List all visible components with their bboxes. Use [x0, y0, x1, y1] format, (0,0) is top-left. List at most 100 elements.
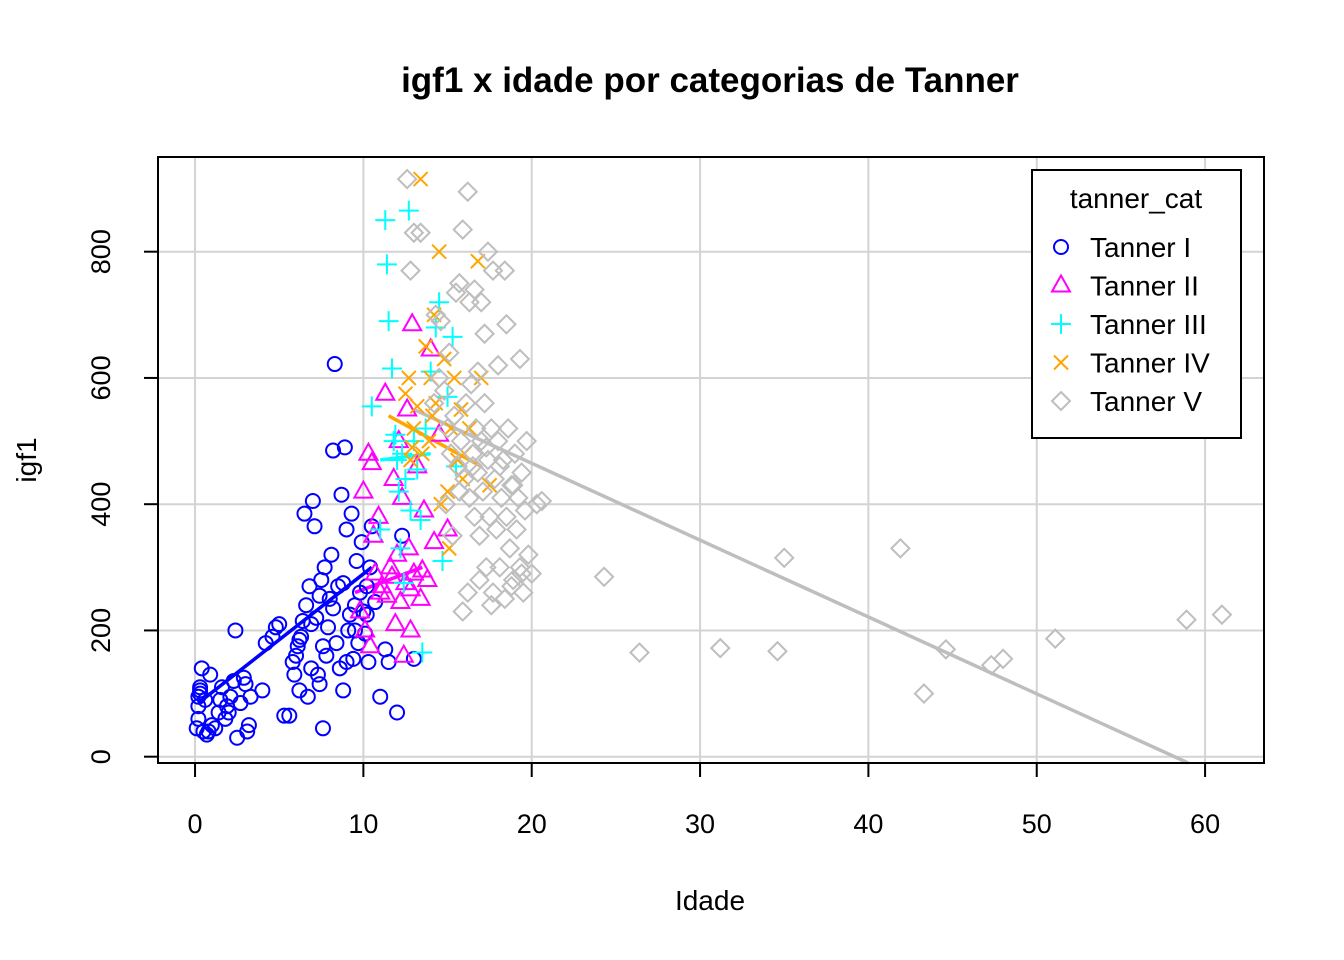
point-tanner-i: [264, 628, 281, 645]
legend-box: [1031, 169, 1242, 439]
point-tanner-iii: [395, 468, 416, 489]
point-tanner-v: [629, 642, 650, 663]
point-tanner-v: [485, 519, 507, 540]
point-tanner-v: [430, 310, 452, 332]
x-tick-label: 50: [1022, 809, 1052, 839]
point-tanner-i: [336, 439, 353, 456]
point-tanner-iii: [442, 326, 463, 347]
point-tanner-v: [489, 556, 511, 578]
point-tanner-ii: [411, 558, 434, 578]
y-tick-label: 200: [86, 608, 116, 653]
point-tanner-iv: [461, 420, 478, 437]
legend-items: Tanner I Tanner II Tanner III Tanner IV Tann…: [1050, 232, 1210, 417]
point-tanner-v: [403, 222, 425, 244]
point-tanner-ii: [362, 523, 385, 543]
point-tanner-v: [480, 594, 502, 616]
point-tanner-i: [360, 654, 377, 670]
point-tanner-iv: [481, 477, 498, 493]
point-tanner-iv: [409, 398, 425, 415]
legend-marker-tanner-ii: [1050, 273, 1072, 293]
legend-title: tanner_cat: [1070, 183, 1203, 214]
point-tanner-v: [442, 525, 464, 547]
point-tanner-ii: [379, 555, 402, 575]
point-tanner-iv: [412, 171, 429, 187]
point-tanner-v: [511, 462, 533, 484]
point-tanner-v: [450, 430, 472, 452]
point-tanner-i: [232, 695, 249, 712]
y-axis-label: igf1: [11, 437, 42, 482]
point-tanner-iv: [397, 386, 414, 402]
point-tanner-v: [516, 430, 538, 452]
fit-lines: [197, 407, 1189, 765]
point-tanner-i: [314, 720, 331, 737]
point-tanner-ii: [364, 561, 386, 581]
x-tick-label: 30: [685, 809, 715, 839]
point-tanner-iii: [385, 424, 406, 445]
point-tanner-v: [509, 348, 531, 370]
point-tanner-i: [394, 527, 411, 544]
point-tanner-v: [496, 313, 517, 335]
point-tanner-v: [491, 487, 512, 509]
point-tanner-v: [501, 575, 522, 597]
point-tanner-v: [889, 537, 911, 559]
point-tanner-i: [296, 505, 313, 522]
point-tanner-ii: [393, 643, 415, 663]
point-tanner-i: [304, 493, 321, 510]
data-points: [188, 168, 1233, 746]
point-tanner-v: [435, 493, 457, 515]
legend-marker-tanner-v: [1050, 390, 1072, 412]
legend-label-tanner-iv: Tanner IV: [1090, 348, 1210, 379]
legend-label-tanner-ii: Tanner II: [1090, 271, 1199, 302]
point-tanner-ii: [413, 498, 435, 518]
point-tanner-iv: [401, 370, 417, 386]
point-tanner-ii: [396, 397, 418, 417]
point-tanner-ii: [401, 312, 423, 332]
y-tick-label: 800: [86, 229, 116, 274]
point-tanner-iii: [400, 500, 421, 521]
point-tanner-i: [227, 622, 244, 639]
point-tanner-iii: [412, 642, 433, 663]
x-tick-label: 0: [188, 809, 203, 839]
point-tanner-v: [509, 556, 531, 578]
point-tanner-iii: [392, 443, 413, 464]
point-tanner-i: [338, 654, 355, 670]
point-tanner-v: [521, 563, 543, 585]
point-tanner-iii: [407, 459, 428, 480]
point-tanner-v: [773, 547, 795, 569]
point-tanner-i: [267, 619, 284, 636]
point-tanner-i: [220, 704, 237, 721]
point-tanner-i: [225, 672, 242, 689]
point-tanner-ii: [391, 485, 413, 505]
y-axis: 0 200 400 600 800: [86, 229, 159, 764]
point-tanner-i: [239, 723, 256, 740]
point-tanner-ii: [416, 567, 439, 587]
x-axis-label: Idade: [675, 885, 745, 916]
series-tanner-v: [396, 168, 1233, 704]
point-tanner-iii: [390, 538, 411, 559]
point-tanner-v: [475, 556, 497, 578]
point-tanner-v: [459, 487, 480, 509]
point-tanner-i: [311, 587, 328, 604]
point-tanner-ii: [371, 574, 393, 594]
point-tanner-ii: [409, 586, 432, 606]
point-tanner-v: [448, 272, 470, 294]
point-tanner-iv: [421, 433, 437, 449]
point-tanner-v: [423, 392, 445, 414]
point-tanner-v: [452, 219, 474, 241]
point-tanner-v: [457, 181, 479, 203]
point-tanner-i: [335, 575, 352, 592]
point-tanner-iii: [393, 573, 414, 594]
point-tanner-ii: [403, 561, 425, 581]
point-tanner-v: [913, 683, 935, 704]
point-tanner-v: [511, 563, 533, 585]
point-tanner-v: [482, 582, 504, 603]
legend-marker-tanner-i: [1053, 239, 1069, 255]
point-tanner-i: [286, 666, 303, 683]
point-tanner-v: [475, 436, 497, 458]
point-tanner-v: [433, 380, 455, 401]
point-tanner-ii: [376, 583, 398, 603]
x-axis: 0 10 20 30 40 50 60: [188, 762, 1220, 839]
point-tanner-ii: [389, 589, 412, 610]
